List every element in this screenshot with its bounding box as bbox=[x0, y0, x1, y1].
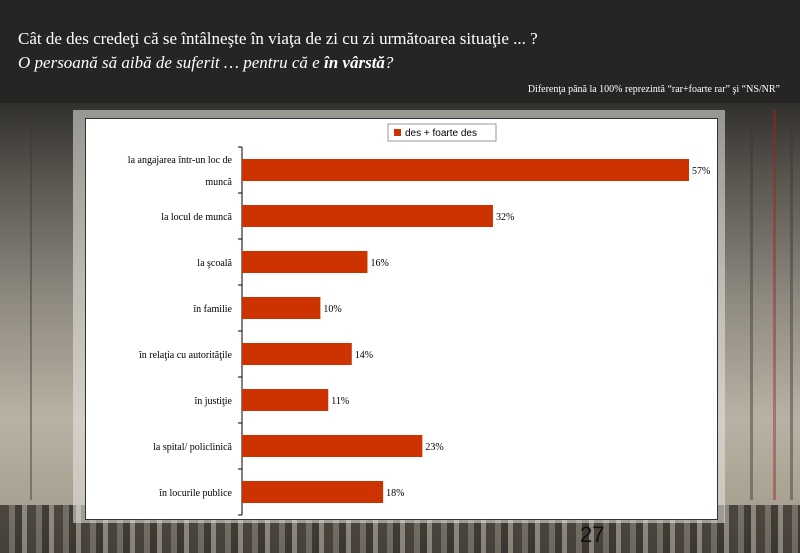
slide-subtitle: O persoană să aibă de suferit … pentru c… bbox=[18, 53, 393, 73]
category-label: la angajarea într-un loc de bbox=[128, 155, 233, 166]
legend-box bbox=[387, 123, 497, 142]
bar bbox=[242, 343, 352, 365]
subtitle-prefix: O persoană să aibă de suferit … pentru c… bbox=[18, 53, 324, 72]
background-stripe bbox=[30, 110, 32, 500]
bar bbox=[242, 389, 329, 411]
header-band bbox=[0, 0, 800, 103]
bar bbox=[242, 205, 493, 227]
background-stripe bbox=[750, 110, 753, 500]
value-label: 16% bbox=[370, 258, 388, 269]
chart-area: des + foarte des 57% la angajarea într-un … bbox=[85, 118, 718, 520]
value-label: 18% bbox=[386, 488, 404, 499]
page-number: 27 bbox=[580, 522, 605, 547]
category-label: la şcoală bbox=[197, 258, 232, 269]
legend-label: des + foarte des bbox=[405, 128, 477, 139]
category-label: în familie bbox=[192, 304, 232, 315]
category-label: în justiţie bbox=[194, 396, 233, 407]
category-label: muncă bbox=[205, 177, 232, 188]
value-label: 32% bbox=[496, 212, 514, 223]
value-label: 57% bbox=[692, 166, 710, 177]
slide-title: Cât de des credeţi că se întâlneşte în v… bbox=[18, 29, 538, 48]
category-label: la spital/ policlinică bbox=[153, 442, 232, 453]
category-label: în locurile publice bbox=[158, 488, 232, 499]
bar bbox=[242, 251, 368, 273]
subtitle-emphasis: în vârstă bbox=[323, 53, 385, 72]
value-label: 11% bbox=[331, 396, 349, 407]
footnote: Diferenţa până la 100% reprezintă “rar+f… bbox=[527, 84, 780, 95]
legend-swatch bbox=[394, 129, 401, 136]
value-label: 14% bbox=[355, 350, 373, 361]
background-stripe bbox=[790, 110, 793, 500]
value-label: 23% bbox=[425, 442, 443, 453]
bar bbox=[242, 435, 423, 457]
category-label: la locul de muncă bbox=[161, 212, 232, 223]
bar bbox=[242, 481, 384, 503]
bar bbox=[242, 297, 321, 319]
value-label: 10% bbox=[323, 304, 341, 315]
category-label: în relaţia cu autorităţile bbox=[138, 350, 233, 361]
background-stripe bbox=[773, 110, 776, 500]
bar-chart: des + foarte des 57% la angajarea într-un … bbox=[128, 123, 710, 516]
subtitle-suffix: ? bbox=[384, 53, 394, 72]
bar bbox=[242, 159, 689, 181]
